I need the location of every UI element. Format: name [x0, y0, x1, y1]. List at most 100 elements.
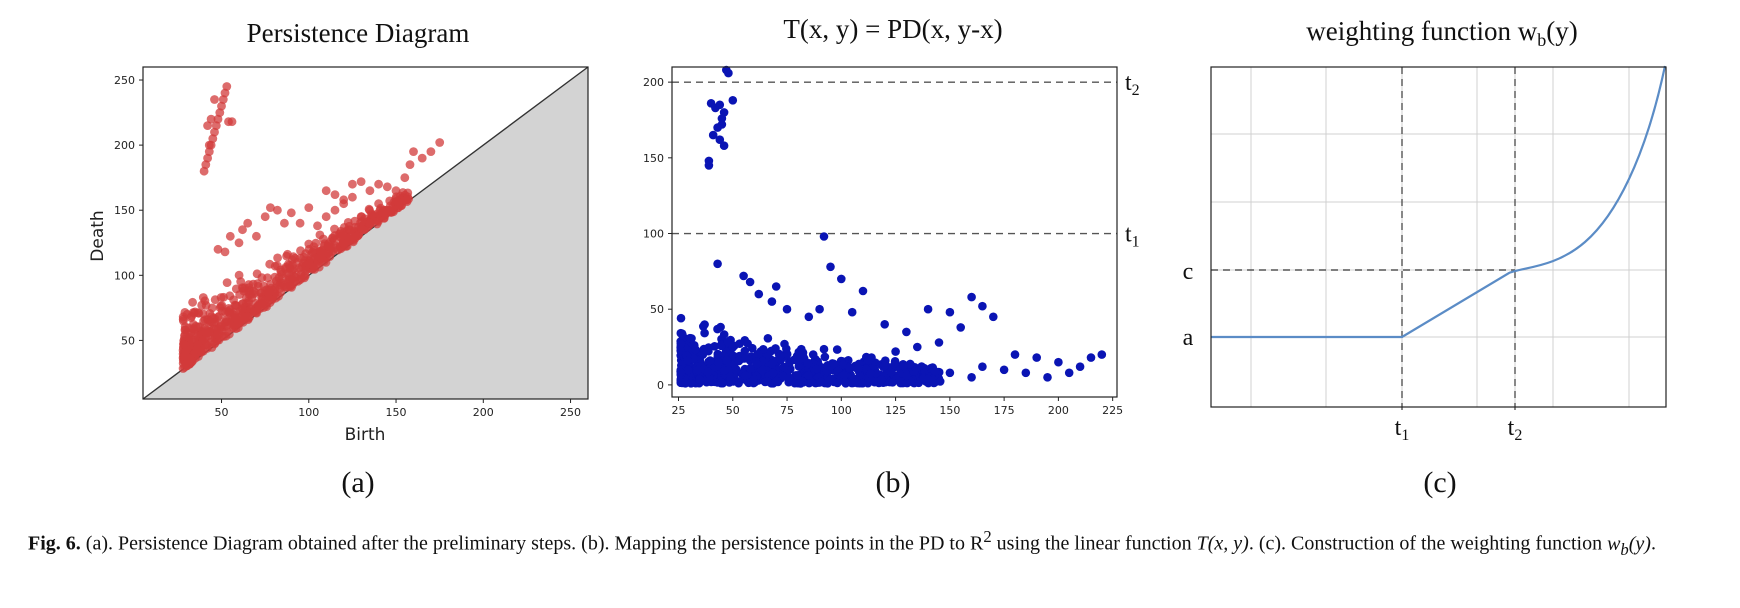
pb-dense-point: [855, 372, 865, 381]
pb-ytick-label: 50: [650, 303, 664, 316]
pa-point: [286, 208, 296, 218]
pb-point: [713, 123, 722, 132]
pa-dense-point: [289, 264, 299, 274]
pb-dense-point: [716, 322, 725, 332]
caption-text-2: using the linear function: [991, 532, 1197, 555]
pb-xtick-label: 225: [1102, 404, 1123, 417]
pa-dense-point: [284, 274, 294, 283]
pa-dense-point: [311, 238, 321, 248]
pa-point: [234, 238, 244, 248]
pa-dense-point: [343, 218, 353, 227]
pa-dense-point: [243, 312, 252, 321]
panel-a-x-ticks: 50 100 150 200 250: [215, 399, 581, 419]
pb-point: [1032, 353, 1041, 362]
pa-dense-point: [335, 232, 345, 242]
pa-point: [400, 173, 410, 183]
pa-dense-point: [229, 295, 239, 305]
pa-point: [330, 205, 340, 215]
pb-dense-point: [746, 364, 755, 373]
pb-point: [815, 304, 824, 314]
pb-dense-point: [703, 367, 713, 377]
pb-dense-point: [752, 359, 762, 369]
pb-dense-point: [832, 345, 842, 354]
pb-dense-point: [767, 359, 777, 369]
pb-dense-point: [726, 372, 735, 381]
pb-point: [728, 96, 738, 105]
pb-dense-point: [687, 334, 696, 343]
figure-caption: Fig. 6. (a). Persistence Diagram obtaine…: [28, 522, 1718, 564]
pb-dense-point: [812, 364, 821, 374]
pb-point: [715, 135, 725, 144]
panel-a-points: [199, 82, 445, 257]
pb-xtick-label: 50: [726, 404, 740, 417]
pa-xtick-label: 150: [386, 406, 407, 419]
pb-dense-point: [886, 367, 895, 377]
pb-point: [858, 286, 868, 296]
pb-dense-point: [880, 360, 890, 370]
caption-label: Fig. 6.: [28, 532, 81, 555]
pa-point: [210, 95, 219, 104]
pa-point: [204, 140, 214, 150]
pb-threshold-label: t2: [1125, 70, 1140, 99]
panel-b-sublabel: (b): [876, 466, 911, 499]
pb-xtick-label: 100: [831, 404, 852, 417]
pb-dense-point: [700, 328, 709, 338]
pa-dense-point: [205, 327, 214, 337]
pb-xtick-label: 75: [780, 404, 794, 417]
pa-point: [227, 117, 237, 127]
panel-b-y-ticks: 0 50 100 150 200: [643, 76, 672, 392]
caption-func-w: wb(y): [1607, 532, 1651, 559]
pb-dense-point: [728, 343, 737, 353]
pa-point: [266, 203, 275, 213]
pa-point: [203, 121, 213, 130]
panel-c-title: weighting function wb(y): [1306, 16, 1577, 50]
panel-b-points: [704, 65, 1107, 384]
pa-point: [391, 186, 401, 196]
panel-b-title: T(x, y) = PD(x, y-x): [783, 14, 1002, 44]
pb-dense-point: [763, 334, 773, 343]
pb-point: [1086, 353, 1096, 362]
pa-point: [199, 166, 209, 176]
pa-point: [435, 138, 445, 147]
pb-point: [713, 259, 722, 269]
pa-dense-point: [249, 286, 258, 296]
pb-dense-point: [839, 371, 849, 380]
pb-dense-point: [700, 320, 709, 329]
pb-dense-point: [930, 367, 940, 376]
pb-dense-point: [803, 358, 813, 368]
pb-point: [967, 292, 976, 302]
pb-point: [724, 68, 733, 78]
pb-point: [767, 297, 777, 306]
caption-text-3: . (c). Construction of the weighting fun…: [1248, 532, 1608, 555]
pb-point: [913, 342, 922, 352]
pb-dense-point: [866, 369, 875, 378]
panel-c-x-tick-t1: t1: [1395, 415, 1410, 444]
pb-dense-point: [683, 365, 693, 375]
pb-point: [902, 327, 911, 337]
caption-sup: 2: [983, 527, 992, 546]
pb-dense-point: [820, 352, 830, 362]
pa-point: [321, 186, 331, 196]
pb-dense-point: [844, 363, 854, 373]
pb-point: [945, 307, 955, 317]
pa-dense-point: [317, 254, 327, 263]
pa-dense-point: [205, 309, 215, 318]
pa-dense-point: [296, 253, 305, 263]
pa-dense-point: [222, 278, 232, 287]
pb-point: [902, 371, 911, 381]
pb-dense-point: [848, 378, 858, 388]
pa-dense-point: [198, 293, 208, 302]
pb-point: [923, 374, 933, 384]
pb-dense-point: [826, 374, 836, 384]
pa-point: [426, 147, 436, 157]
pa-dense-point: [265, 298, 275, 307]
pb-point: [708, 130, 718, 140]
pb-dense-point: [710, 342, 719, 351]
pb-dense-point: [705, 356, 715, 365]
pb-dense-point: [735, 339, 744, 349]
caption-func-t: T(x, y): [1196, 532, 1249, 555]
pb-point: [771, 282, 781, 291]
pb-ytick-label: 150: [643, 152, 664, 165]
pb-point: [923, 304, 933, 314]
pa-point: [417, 153, 427, 163]
